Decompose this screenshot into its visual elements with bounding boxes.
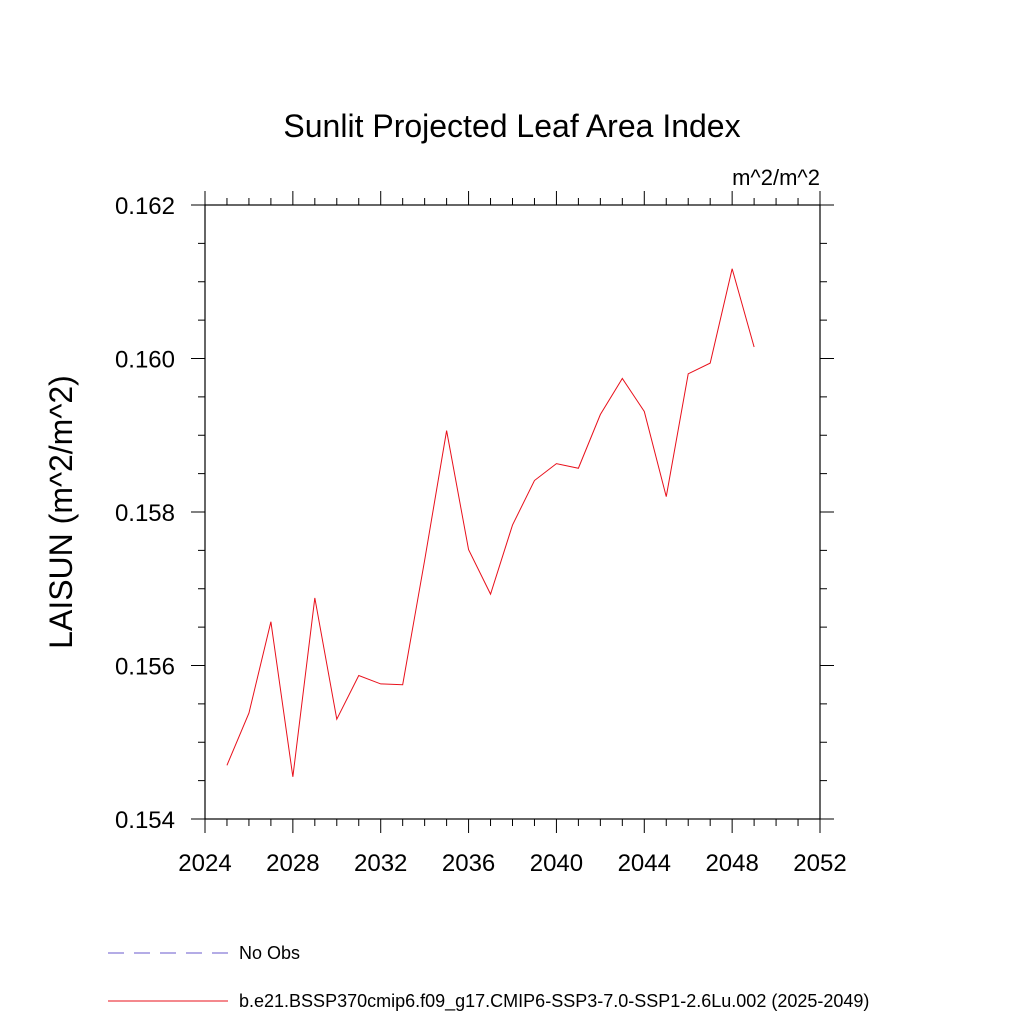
y-tick-label: 0.156: [115, 654, 175, 681]
x-tick-label: 2036: [442, 850, 495, 877]
y-axis: [191, 204, 834, 820]
y-tick-labels: 0.154 0.156 0.158 0.160 0.162: [115, 193, 175, 834]
x-tick-label: 2052: [793, 850, 846, 877]
series-layer: [226, 268, 755, 777]
x-tick-label: 2040: [530, 850, 583, 877]
plot-frame: [204, 204, 821, 820]
series-line: [226, 268, 755, 777]
chart-title: Sunlit Projected Leaf Area Index: [283, 108, 740, 144]
y-tick-label: 0.160: [115, 347, 175, 374]
y-tick-label: 0.154: [115, 807, 175, 834]
legend-label-series: b.e21.BSSP370cmip6.f09_g17.CMIP6-SSP3-7.…: [239, 991, 869, 1012]
x-tick-label: 2048: [705, 850, 758, 877]
x-tick-label: 2024: [178, 850, 231, 877]
y-tick-label: 0.162: [115, 193, 175, 220]
y-tick-label: 0.158: [115, 500, 175, 527]
x-tick-labels: 2024 2028 2032 2036 2040 2044 2048 2052: [178, 850, 846, 877]
x-tick-label: 2044: [618, 850, 671, 877]
legend: No Obs b.e21.BSSP370cmip6.f09_g17.CMIP6-…: [108, 943, 869, 1012]
y-axis-label: LAISUN (m^2/m^2): [43, 375, 79, 649]
x-tick-label: 2032: [354, 850, 407, 877]
x-tick-label: 2028: [266, 850, 319, 877]
units-label: m^2/m^2: [732, 165, 820, 190]
legend-label-no-obs: No Obs: [239, 943, 300, 963]
x-axis: [204, 191, 821, 833]
